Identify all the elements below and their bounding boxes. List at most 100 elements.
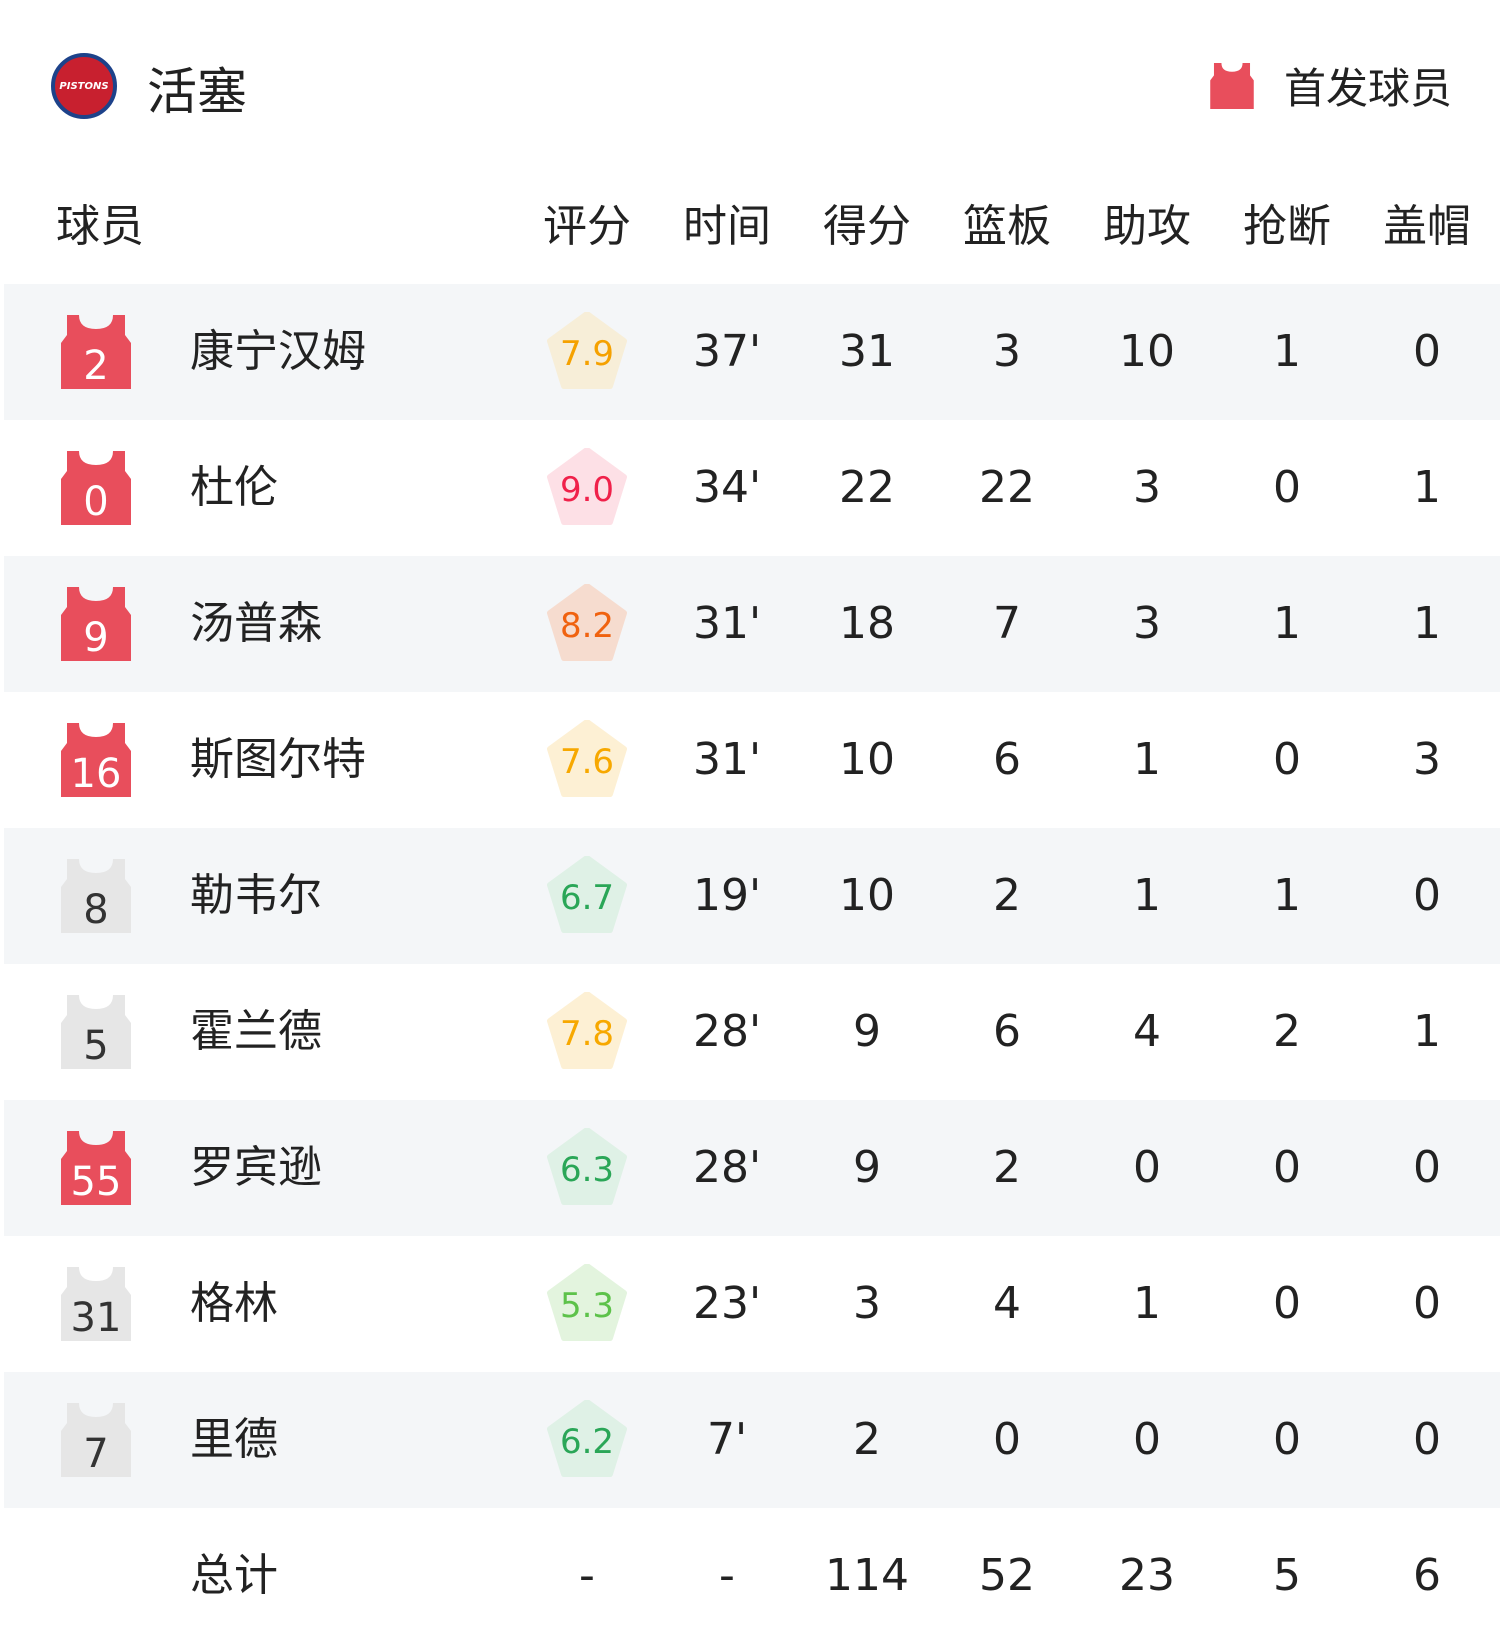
jersey-number: 0 [83, 479, 109, 525]
rating-badge: 7.8 [547, 992, 627, 1072]
player-row[interactable]: 9 汤普森 8.2 31' 18 7 3 1 1 [4, 556, 1500, 692]
player-name[interactable]: 勒韦尔 [190, 870, 322, 921]
stat-reb: 3 [993, 326, 1021, 377]
stat-pts: 22 [839, 462, 895, 513]
stat-ast: 10 [1119, 326, 1175, 377]
col-rebounds[interactable]: 篮板 [963, 201, 1051, 252]
totals-rating: - [579, 1550, 595, 1601]
stat-blk: 0 [1413, 1278, 1441, 1329]
player-name[interactable]: 里德 [190, 1414, 278, 1465]
col-rating[interactable]: 评分 [543, 201, 631, 252]
jersey-icon: 8 [61, 859, 131, 933]
col-minutes[interactable]: 时间 [683, 201, 771, 252]
player-name[interactable]: 杜伦 [190, 462, 278, 513]
stat-stl: 0 [1273, 1414, 1301, 1465]
stat-reb: 22 [979, 462, 1035, 513]
jersey-number: 7 [83, 1431, 109, 1477]
rating-badge: 8.2 [547, 584, 627, 664]
rating-badge: 7.9 [547, 312, 627, 392]
stat-pts: 31 [839, 326, 895, 377]
col-blocks[interactable]: 盖帽 [1383, 201, 1471, 252]
stat-min: 31' [692, 598, 762, 649]
stat-min: 31' [692, 734, 762, 785]
stat-stl: 0 [1273, 462, 1301, 513]
totals-min: - [719, 1550, 735, 1601]
stat-blk: 1 [1413, 598, 1441, 649]
jersey-number: 9 [83, 615, 109, 661]
rating-badge: 7.6 [547, 720, 627, 800]
rating-badge: 6.7 [547, 856, 627, 936]
player-row[interactable]: 0 杜伦 9.0 34' 22 22 3 0 1 [4, 420, 1500, 556]
stat-stl: 2 [1273, 1006, 1301, 1057]
stat-stl: 1 [1273, 870, 1301, 921]
team-header: PISTONS 活塞 首发球员 [0, 0, 1500, 170]
player-row[interactable]: 7 里德 6.2 7' 2 0 0 0 0 [4, 1372, 1500, 1508]
jersey-number: 5 [83, 1023, 109, 1069]
team-name: 活塞 [147, 63, 247, 121]
stat-min: 28' [692, 1142, 762, 1193]
stat-ast: 1 [1133, 870, 1161, 921]
player-name[interactable]: 斯图尔特 [190, 734, 366, 785]
player-name[interactable]: 霍兰德 [190, 1006, 322, 1057]
rating-badge: 9.0 [547, 448, 627, 528]
jersey-icon: 31 [61, 1267, 131, 1341]
stat-pts: 18 [839, 598, 895, 649]
totals-stl: 5 [1273, 1550, 1301, 1601]
player-name[interactable]: 康宁汉姆 [190, 326, 366, 377]
stat-blk: 1 [1413, 1006, 1441, 1057]
stat-stl: 1 [1273, 598, 1301, 649]
jersey-number: 8 [83, 887, 109, 933]
col-assists[interactable]: 助攻 [1103, 201, 1191, 252]
totals-blk: 6 [1413, 1550, 1441, 1601]
jersey-number: 55 [70, 1159, 122, 1205]
jersey-number: 16 [70, 751, 122, 797]
stat-ast: 0 [1133, 1142, 1161, 1193]
player-row[interactable]: 31 格林 5.3 23' 3 4 1 0 0 [4, 1236, 1500, 1372]
stat-reb: 7 [993, 598, 1021, 649]
legend-label: 首发球员 [1283, 64, 1452, 113]
player-name[interactable]: 汤普森 [190, 598, 322, 649]
col-points[interactable]: 得分 [823, 201, 911, 252]
stat-blk: 0 [1413, 326, 1441, 377]
player-row[interactable]: 8 勒韦尔 6.7 19' 10 2 1 1 0 [4, 828, 1500, 964]
team-logo: PISTONS [51, 53, 117, 119]
player-row[interactable]: 2 康宁汉姆 7.9 37' 31 3 10 1 0 [4, 284, 1500, 420]
jersey-number: 2 [83, 343, 109, 389]
player-row[interactable]: 5 霍兰德 7.8 28' 9 6 4 2 1 [4, 964, 1500, 1100]
stat-pts: 9 [853, 1006, 881, 1057]
rating-badge: 6.2 [547, 1400, 627, 1480]
player-row[interactable]: 16 斯图尔特 7.6 31' 10 6 1 0 3 [4, 692, 1500, 828]
totals-ast: 23 [1119, 1550, 1175, 1601]
stat-min: 34' [692, 462, 762, 513]
totals-label: 总计 [190, 1550, 278, 1601]
jersey-icon: 55 [61, 1131, 131, 1205]
stat-ast: 3 [1133, 598, 1161, 649]
stat-ast: 1 [1133, 734, 1161, 785]
player-row[interactable]: 55 罗宾逊 6.3 28' 9 2 0 0 0 [4, 1100, 1500, 1236]
stat-pts: 3 [853, 1278, 881, 1329]
rating-badge: 6.3 [547, 1128, 627, 1208]
stat-blk: 3 [1413, 734, 1441, 785]
col-steals[interactable]: 抢断 [1243, 201, 1331, 252]
stat-reb: 2 [993, 870, 1021, 921]
jersey-icon: 2 [61, 315, 131, 389]
stat-ast: 1 [1133, 1278, 1161, 1329]
stat-blk: 0 [1413, 1142, 1441, 1193]
stat-min: 23' [692, 1278, 762, 1329]
stat-ast: 4 [1133, 1006, 1161, 1057]
stat-stl: 0 [1273, 1142, 1301, 1193]
player-name[interactable]: 罗宾逊 [190, 1142, 322, 1193]
player-table: 2 康宁汉姆 7.9 37' 31 3 10 1 0 0 杜伦 9.0 34' 22 22 3 0 1 9 汤普森 8.… [4, 284, 1500, 1644]
player-name[interactable]: 格林 [190, 1278, 278, 1329]
stat-pts: 10 [839, 734, 895, 785]
jersey-icon: 16 [61, 723, 131, 797]
stat-blk: 1 [1413, 462, 1441, 513]
stat-reb: 0 [993, 1414, 1021, 1465]
jersey-number: 31 [70, 1295, 122, 1341]
rating-badge: 5.3 [547, 1264, 627, 1344]
totals-reb: 52 [979, 1550, 1035, 1601]
stat-reb: 6 [993, 1006, 1021, 1057]
stat-pts: 2 [853, 1414, 881, 1465]
stat-blk: 0 [1413, 870, 1441, 921]
stat-reb: 6 [993, 734, 1021, 785]
